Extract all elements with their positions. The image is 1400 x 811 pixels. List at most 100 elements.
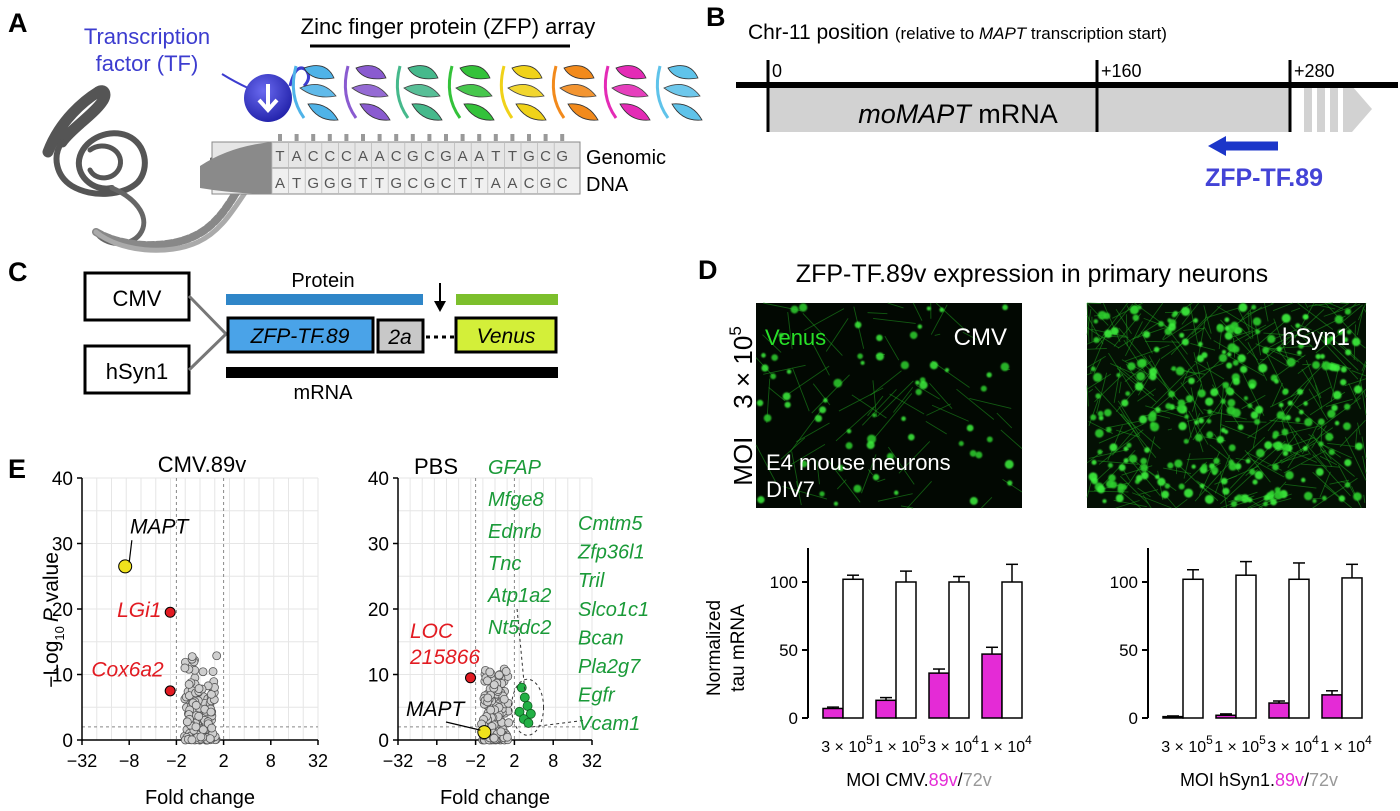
gene-point — [187, 735, 197, 745]
x-tick-label: −8 — [119, 751, 140, 771]
neuron-soma — [1118, 464, 1126, 472]
neuron-soma — [1237, 424, 1244, 431]
neuron-soma — [1150, 421, 1155, 427]
neurite — [1086, 302, 1109, 326]
neuron-soma — [1123, 446, 1129, 452]
neuron-soma — [1115, 494, 1124, 503]
neuron-soma — [857, 353, 863, 359]
astrocyte-gene-point — [519, 692, 530, 703]
gene-cloud — [477, 664, 514, 745]
neurite — [1280, 377, 1313, 422]
seq-bottom-base: G — [324, 175, 336, 192]
seq-top-base: A — [458, 148, 468, 165]
panel-letter-c: C — [8, 257, 28, 287]
neurite — [877, 380, 914, 417]
neuron-soma — [1201, 463, 1208, 470]
seq-top-base: G — [407, 148, 419, 165]
neurite — [1219, 409, 1223, 438]
ylabel-value: value — [40, 552, 63, 608]
neurite — [1226, 465, 1260, 481]
neuron-soma — [1204, 494, 1214, 504]
seq-bottom-base: C — [557, 175, 568, 192]
neuron-soma — [1345, 349, 1352, 356]
neurite — [1312, 434, 1333, 467]
xlabel-sep: / — [1304, 770, 1309, 790]
gene-cloud — [180, 651, 222, 745]
neurite — [1117, 463, 1143, 500]
zfp-binding-arrowhead — [1208, 136, 1226, 156]
neuron-soma — [837, 464, 844, 472]
seq-bottom-base: T — [475, 175, 484, 192]
finger-helix-top — [563, 65, 595, 80]
neurite — [787, 365, 830, 395]
seq-bottom-base: C — [441, 175, 452, 192]
neuron-soma — [1183, 438, 1189, 444]
neurite — [1191, 304, 1222, 335]
seq-bottom-base: G — [307, 175, 319, 192]
neuron-soma — [1221, 350, 1227, 355]
zinc-finger — [395, 65, 443, 121]
x-tick-label: 1 × 105 — [1214, 733, 1266, 756]
neurite — [861, 454, 877, 494]
contact-tick — [278, 134, 282, 141]
neurite — [1112, 302, 1144, 319]
finger-helix-top — [511, 65, 543, 80]
box-2a-label: 2a — [387, 326, 411, 349]
neurite — [1317, 330, 1359, 371]
neuron-soma — [1232, 359, 1239, 366]
gene-point — [499, 694, 509, 704]
contact-tick — [427, 134, 432, 141]
neuron-soma — [1184, 488, 1194, 498]
neurite — [1246, 319, 1287, 355]
x-tick-label: 1 × 104 — [1320, 733, 1372, 756]
neuron-soma — [1343, 337, 1349, 343]
neuron-soma — [1136, 474, 1143, 482]
highlight-gene-point — [477, 725, 492, 740]
neuron-soma — [1276, 346, 1283, 352]
seq-top-base: A — [474, 148, 484, 165]
x-tick-label: 3 × 104 — [927, 733, 979, 756]
venus-box-label: Venus — [477, 325, 536, 348]
moi-rotated-label: MOI 3 × 105 — [726, 326, 758, 486]
zinc-finger — [447, 65, 495, 121]
mapt-leader — [128, 540, 133, 563]
neuron-soma — [1267, 334, 1276, 344]
neurite — [929, 382, 953, 409]
bar-72v — [948, 581, 970, 719]
neurite — [1131, 492, 1172, 509]
finger-loop — [603, 65, 618, 119]
neurite — [1147, 380, 1188, 417]
neuron-soma — [1249, 468, 1256, 476]
neurite — [1086, 355, 1106, 368]
neuron-soma — [1285, 471, 1294, 480]
neuron-soma — [872, 474, 880, 481]
x-tick-label: 32 — [582, 751, 602, 771]
neuron-soma — [1318, 441, 1324, 447]
neurite — [1357, 422, 1361, 435]
neurite — [1117, 400, 1141, 437]
neurite — [1356, 306, 1364, 336]
astrocyte-gene-point — [514, 706, 525, 717]
neuron-soma — [1090, 366, 1096, 372]
neuron-soma — [1245, 458, 1251, 464]
box-2a — [376, 318, 425, 354]
neuron-soma — [1222, 487, 1230, 495]
xlabel-prefix: MOI CMV. — [846, 770, 928, 790]
neurite — [1348, 382, 1361, 410]
neuron-soma — [833, 378, 843, 388]
neurite — [1126, 305, 1130, 311]
neurite — [1086, 385, 1089, 407]
protein-bar-venus — [456, 294, 558, 305]
neuron-soma — [1258, 363, 1268, 373]
neurite — [1351, 370, 1367, 377]
neurite — [1186, 458, 1213, 460]
neurite — [1297, 364, 1311, 375]
neuron-soma — [886, 452, 894, 460]
neuron-soma — [1139, 358, 1147, 367]
neuron-soma — [969, 496, 978, 505]
neuron-soma — [1224, 326, 1230, 331]
neuron-soma — [1329, 336, 1335, 341]
neuron-soma — [1317, 418, 1325, 426]
neuron-soma — [1353, 492, 1362, 501]
micrograph-cmv-cells — [755, 302, 1023, 509]
